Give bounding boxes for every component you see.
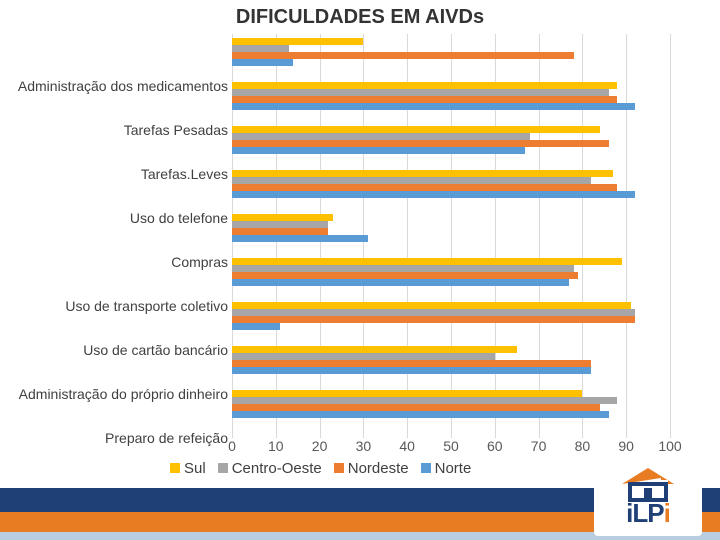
bar: [232, 59, 293, 66]
bar: [232, 89, 609, 96]
bar: [232, 353, 495, 360]
x-tick: 100: [658, 438, 681, 454]
x-tick: 20: [312, 438, 328, 454]
bar: [232, 397, 617, 404]
legend-item: Sul: [170, 460, 206, 477]
bar: [232, 214, 333, 221]
bar: [232, 316, 635, 323]
bar: [232, 96, 617, 103]
legend-swatch: [334, 463, 344, 473]
bar: [232, 302, 631, 309]
bar-chart: Administração dos medicamentos Tarefas Pe…: [0, 34, 720, 438]
bar: [232, 411, 609, 418]
x-tick: 80: [575, 438, 591, 454]
bar: [232, 140, 609, 147]
legend-swatch: [421, 463, 431, 473]
category-label: Compras: [171, 254, 228, 270]
legend-swatch: [218, 463, 228, 473]
x-tick: 30: [356, 438, 372, 454]
bar: [232, 279, 569, 286]
logo-text: iLPi: [594, 498, 702, 529]
legend-label: Centro-Oeste: [232, 460, 322, 477]
bar: [232, 82, 617, 89]
category-label: Uso de cartão bancário: [83, 342, 228, 358]
bar: [232, 360, 591, 367]
x-tick: 10: [268, 438, 284, 454]
category-label: Tarefas.Leves: [141, 166, 228, 182]
bar: [232, 258, 622, 265]
logo: iLPi: [594, 464, 702, 536]
bar: [232, 191, 635, 198]
legend-item: Nordeste: [334, 460, 409, 477]
bar: [232, 177, 591, 184]
bar: [232, 272, 578, 279]
legend-label: Nordeste: [348, 460, 409, 477]
x-tick: 90: [618, 438, 634, 454]
category-label: Uso de transporte coletivo: [65, 298, 228, 314]
bar: [232, 38, 363, 45]
legend-swatch: [170, 463, 180, 473]
category-label: Uso do telefone: [130, 210, 228, 226]
x-axis: 0102030405060708090100: [232, 438, 670, 458]
x-tick: 50: [443, 438, 459, 454]
gridline: [670, 34, 671, 438]
gridline: [626, 34, 627, 438]
category-label: Administração do próprio dinheiro: [19, 386, 228, 402]
bar: [232, 309, 635, 316]
bar: [232, 346, 517, 353]
legend: Sul Centro-Oeste Nordeste Norte: [170, 460, 590, 482]
legend-label: Norte: [435, 460, 472, 477]
x-tick: 70: [531, 438, 547, 454]
bar: [232, 126, 600, 133]
bar: [232, 323, 280, 330]
bar: [232, 184, 617, 191]
bar: [232, 147, 525, 154]
x-tick: 40: [399, 438, 415, 454]
house-icon: [616, 466, 680, 502]
category-label: Preparo de refeição: [105, 430, 228, 446]
bar: [232, 367, 591, 374]
x-tick: 60: [487, 438, 503, 454]
bar: [232, 45, 289, 52]
bar: [232, 228, 328, 235]
bar: [232, 221, 328, 228]
bar: [232, 390, 582, 397]
bar: [232, 133, 530, 140]
x-tick: 0: [228, 438, 236, 454]
bar: [232, 103, 635, 110]
bar: [232, 404, 600, 411]
category-label: Tarefas Pesadas: [124, 122, 228, 138]
bar: [232, 235, 368, 242]
bar: [232, 265, 574, 272]
legend-item: Centro-Oeste: [218, 460, 322, 477]
legend-label: Sul: [184, 460, 206, 477]
plot-area: [232, 34, 670, 438]
category-label: Administração dos medicamentos: [18, 78, 228, 94]
bar: [232, 52, 574, 59]
legend-item: Norte: [421, 460, 472, 477]
logo-text-dot: i: [664, 498, 670, 528]
chart-title: DIFICULDADES EM AIVDs: [0, 0, 720, 31]
bar: [232, 170, 613, 177]
footer-bar: iLPi: [0, 488, 720, 540]
logo-text-main: iLP: [626, 498, 663, 528]
